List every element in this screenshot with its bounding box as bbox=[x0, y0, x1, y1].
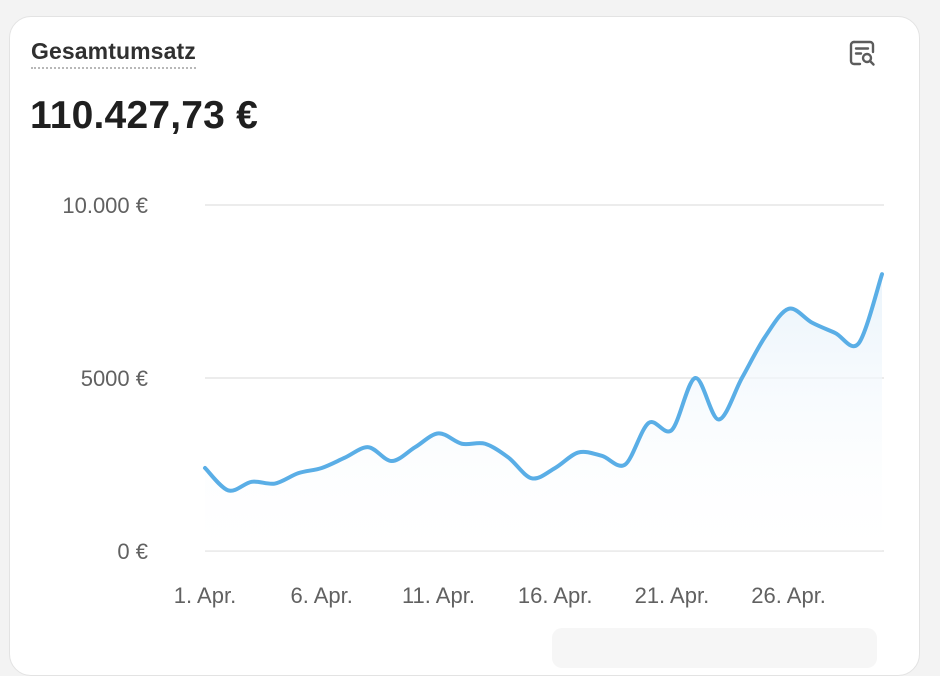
card-title[interactable]: Gesamtumsatz bbox=[31, 38, 196, 69]
x-tick-label: 1. Apr. bbox=[174, 583, 236, 608]
revenue-area-fill bbox=[205, 274, 882, 551]
report-search-icon[interactable] bbox=[845, 36, 879, 70]
revenue-line-chart: 0 € 5000 € 10.000 € 1. Apr. 6. Apr. 11. Apr.… bbox=[62, 193, 884, 608]
revenue-series-line[interactable] bbox=[203, 272, 884, 493]
y-tick-label: 0 € bbox=[117, 539, 148, 564]
total-revenue-value: 110.427,73 € bbox=[30, 94, 258, 137]
x-tick-label: 26. Apr. bbox=[751, 583, 826, 608]
x-tick-label: 6. Apr. bbox=[291, 583, 353, 608]
y-tick-label: 5000 € bbox=[81, 366, 148, 391]
x-tick-label: 16. Apr. bbox=[518, 583, 593, 608]
card-footer-placeholder bbox=[552, 628, 877, 668]
x-tick-label: 21. Apr. bbox=[635, 583, 710, 608]
y-tick-label: 10.000 € bbox=[62, 193, 148, 218]
x-tick-label: 11. Apr. bbox=[402, 583, 475, 608]
